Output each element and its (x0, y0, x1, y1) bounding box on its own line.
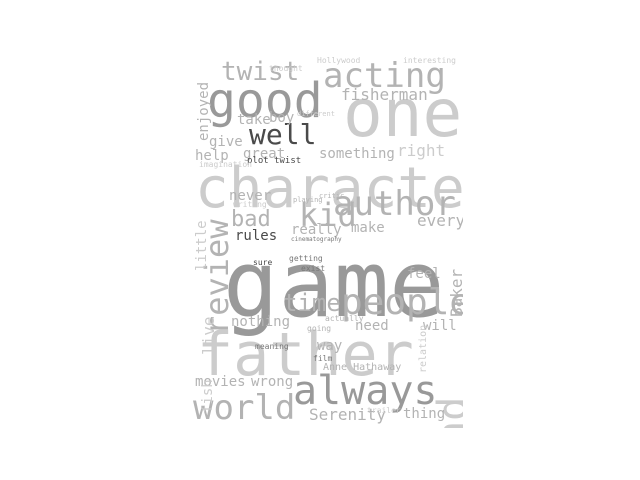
cloud-word-fisherman: fisherman (341, 85, 428, 104)
cloud-word-thing: thing (403, 406, 446, 422)
cloud-word-hollywood: Hollywood (317, 56, 361, 65)
cloud-word-help: help (195, 148, 229, 164)
cloud-word-meaning: meaning (255, 342, 289, 351)
cloud-word-kid: kid (299, 196, 357, 234)
cloud-word-good: good (207, 73, 323, 129)
cloud-word-world: world (193, 388, 296, 428)
cloud-word-wrong: wrong (251, 374, 294, 390)
cloud-word-film: film (313, 354, 333, 363)
cloud-word-every: every (417, 211, 463, 230)
cloud-word-going: going (307, 324, 332, 333)
cloud-word-plot-twist: plot twist (247, 156, 302, 166)
cloud-word-live: live (199, 316, 218, 355)
cloud-word-author: author (333, 184, 456, 224)
cloud-word-nothing: nothing (231, 314, 291, 330)
cloud-word-exist: exist (301, 264, 326, 273)
cloud-word-different: different (297, 110, 335, 118)
cloud-word-baker: Baker (447, 268, 463, 317)
cloud-word-great: great (243, 146, 286, 162)
cloud-word-anne-hathaway: Anne Hathaway (323, 362, 402, 373)
cloud-word-sure: sure (253, 258, 273, 267)
cloud-word-give: give (209, 134, 243, 150)
cloud-word-really: really (291, 222, 342, 238)
cloud-word-well: well (249, 118, 317, 151)
cloud-word-people: people (341, 282, 463, 323)
cloud-word-character: character (195, 156, 463, 221)
cloud-word-actually: actually (325, 314, 364, 323)
cloud-word-thought: thought (269, 64, 303, 73)
cloud-word-cinematography: cinematography (291, 236, 342, 243)
cloud-word-movies: movies (195, 374, 246, 390)
cloud-word-fish: fish (200, 379, 216, 413)
cloud-word-getting: getting (289, 254, 323, 263)
cloud-word-critic: critic (319, 192, 345, 200)
cloud-word-writing: writing (233, 200, 267, 209)
cloud-word-playing: playing (293, 196, 323, 204)
cloud-word-little: little (194, 220, 210, 271)
cloud-word-something: something (319, 146, 395, 162)
cloud-word-rules: rules (235, 228, 278, 244)
cloud-word-way: way (317, 338, 343, 354)
cloud-word-right: right (397, 141, 446, 160)
cloud-word-take: take (237, 112, 271, 128)
cloud-word-interesting: interesting (403, 56, 456, 65)
cloud-word-game: game (223, 231, 445, 338)
cloud-word-acting: acting (323, 56, 446, 96)
word-cloud-canvas: gamefathercharacteronealwaysgoodpeopleac… (193, 53, 463, 428)
cloud-word-imagination: imagination (199, 160, 252, 169)
cloud-word-time: time (283, 289, 341, 317)
cloud-word-serenity: Serenity (309, 405, 387, 424)
cloud-word-relation: relation (418, 324, 429, 373)
cloud-word-twist: twist (221, 57, 300, 87)
cloud-word-will: will (423, 318, 457, 334)
cloud-word-enjoyed: enjoyed (196, 81, 212, 141)
cloud-word-trailer: trailer (367, 406, 401, 415)
cloud-word-need: need (355, 318, 389, 334)
cloud-word-one: one (343, 75, 463, 152)
cloud-word-make: make (351, 220, 385, 236)
cloud-word-boy: boy (269, 110, 295, 126)
cloud-word-father: father (197, 320, 414, 390)
cloud-word-feel: feel (407, 266, 441, 282)
cloud-word-bad: bad (231, 207, 271, 232)
cloud-word-always: always (293, 368, 438, 414)
cloud-word-never: never (229, 188, 272, 204)
